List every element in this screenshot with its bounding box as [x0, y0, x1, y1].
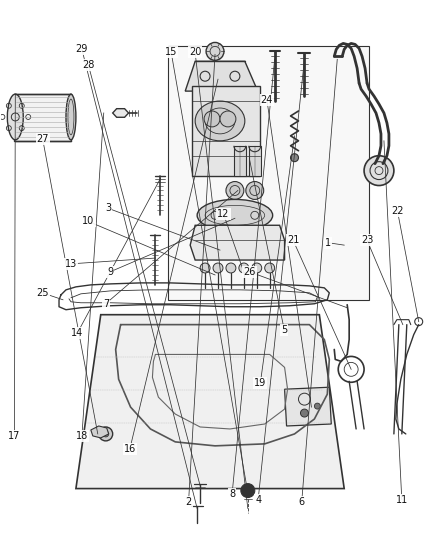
Polygon shape — [14, 94, 71, 141]
Circle shape — [220, 111, 236, 127]
Text: 7: 7 — [103, 298, 109, 309]
Polygon shape — [76, 314, 344, 489]
Polygon shape — [190, 225, 285, 260]
Polygon shape — [168, 46, 369, 300]
Text: 5: 5 — [281, 325, 287, 335]
Text: 18: 18 — [76, 431, 88, 441]
Text: 2: 2 — [185, 497, 192, 507]
Circle shape — [103, 431, 109, 437]
Circle shape — [206, 43, 224, 60]
Circle shape — [99, 427, 113, 441]
Text: 10: 10 — [82, 216, 95, 227]
Ellipse shape — [7, 94, 23, 140]
Ellipse shape — [197, 199, 273, 231]
Text: 27: 27 — [36, 134, 49, 144]
Text: 23: 23 — [361, 235, 373, 245]
Circle shape — [200, 263, 210, 273]
Text: 12: 12 — [217, 208, 230, 219]
Polygon shape — [113, 109, 129, 117]
Text: 25: 25 — [36, 288, 49, 298]
Circle shape — [314, 403, 320, 409]
Ellipse shape — [66, 94, 76, 140]
Circle shape — [265, 263, 275, 273]
Text: 11: 11 — [396, 495, 408, 505]
Text: 14: 14 — [71, 328, 84, 338]
Polygon shape — [234, 146, 246, 175]
Polygon shape — [285, 387, 331, 426]
Text: 4: 4 — [255, 495, 261, 505]
Polygon shape — [192, 86, 260, 175]
Text: 9: 9 — [107, 267, 113, 277]
Text: 24: 24 — [261, 95, 273, 104]
Text: 29: 29 — [76, 44, 88, 54]
Text: 21: 21 — [287, 235, 299, 245]
Circle shape — [213, 263, 223, 273]
Text: 17: 17 — [8, 431, 21, 441]
Text: 3: 3 — [105, 203, 111, 213]
Text: 28: 28 — [82, 60, 95, 70]
Polygon shape — [91, 426, 109, 438]
Circle shape — [252, 263, 262, 273]
Text: 19: 19 — [254, 378, 266, 388]
Text: 1: 1 — [325, 238, 331, 248]
Circle shape — [300, 409, 308, 417]
Circle shape — [204, 111, 220, 127]
Circle shape — [241, 483, 255, 497]
Text: 22: 22 — [391, 206, 404, 216]
Circle shape — [246, 182, 264, 199]
Text: 15: 15 — [165, 47, 177, 57]
Polygon shape — [249, 146, 261, 175]
Circle shape — [364, 156, 394, 185]
Text: 13: 13 — [65, 259, 77, 269]
Circle shape — [239, 263, 249, 273]
Text: 20: 20 — [189, 47, 201, 57]
Text: 8: 8 — [229, 489, 235, 499]
Text: 16: 16 — [124, 444, 136, 454]
Ellipse shape — [195, 101, 245, 141]
Polygon shape — [185, 61, 258, 91]
Circle shape — [226, 182, 244, 199]
Circle shape — [226, 263, 236, 273]
Text: 26: 26 — [243, 267, 256, 277]
Circle shape — [290, 154, 298, 161]
Text: 6: 6 — [299, 497, 305, 507]
